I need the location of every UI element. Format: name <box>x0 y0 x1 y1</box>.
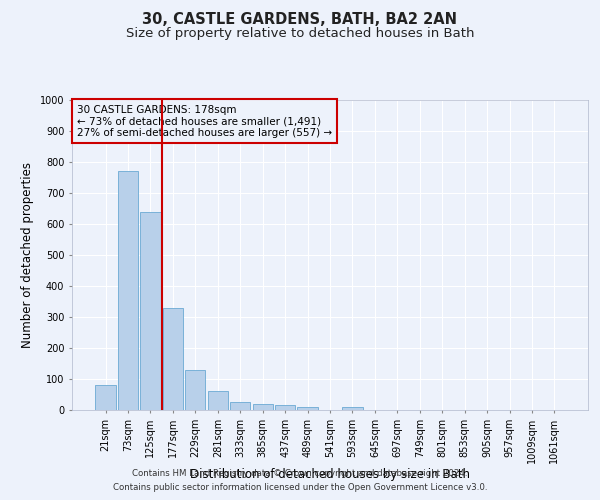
Bar <box>230 402 250 410</box>
Bar <box>185 370 205 410</box>
Text: Size of property relative to detached houses in Bath: Size of property relative to detached ho… <box>126 28 474 40</box>
Bar <box>95 385 116 410</box>
Bar <box>163 308 183 410</box>
Bar <box>118 172 138 410</box>
Bar <box>298 407 317 410</box>
Y-axis label: Number of detached properties: Number of detached properties <box>22 162 34 348</box>
Text: Contains public sector information licensed under the Open Government Licence v3: Contains public sector information licen… <box>113 484 487 492</box>
Bar <box>343 407 362 410</box>
Bar <box>253 404 273 410</box>
Bar <box>140 212 161 410</box>
Text: 30 CASTLE GARDENS: 178sqm
← 73% of detached houses are smaller (1,491)
27% of se: 30 CASTLE GARDENS: 178sqm ← 73% of detac… <box>77 104 332 138</box>
Bar <box>208 392 228 410</box>
Text: 30, CASTLE GARDENS, BATH, BA2 2AN: 30, CASTLE GARDENS, BATH, BA2 2AN <box>143 12 458 28</box>
Text: Contains HM Land Registry data © Crown copyright and database right 2024.: Contains HM Land Registry data © Crown c… <box>132 468 468 477</box>
Bar <box>275 406 295 410</box>
X-axis label: Distribution of detached houses by size in Bath: Distribution of detached houses by size … <box>190 468 470 481</box>
